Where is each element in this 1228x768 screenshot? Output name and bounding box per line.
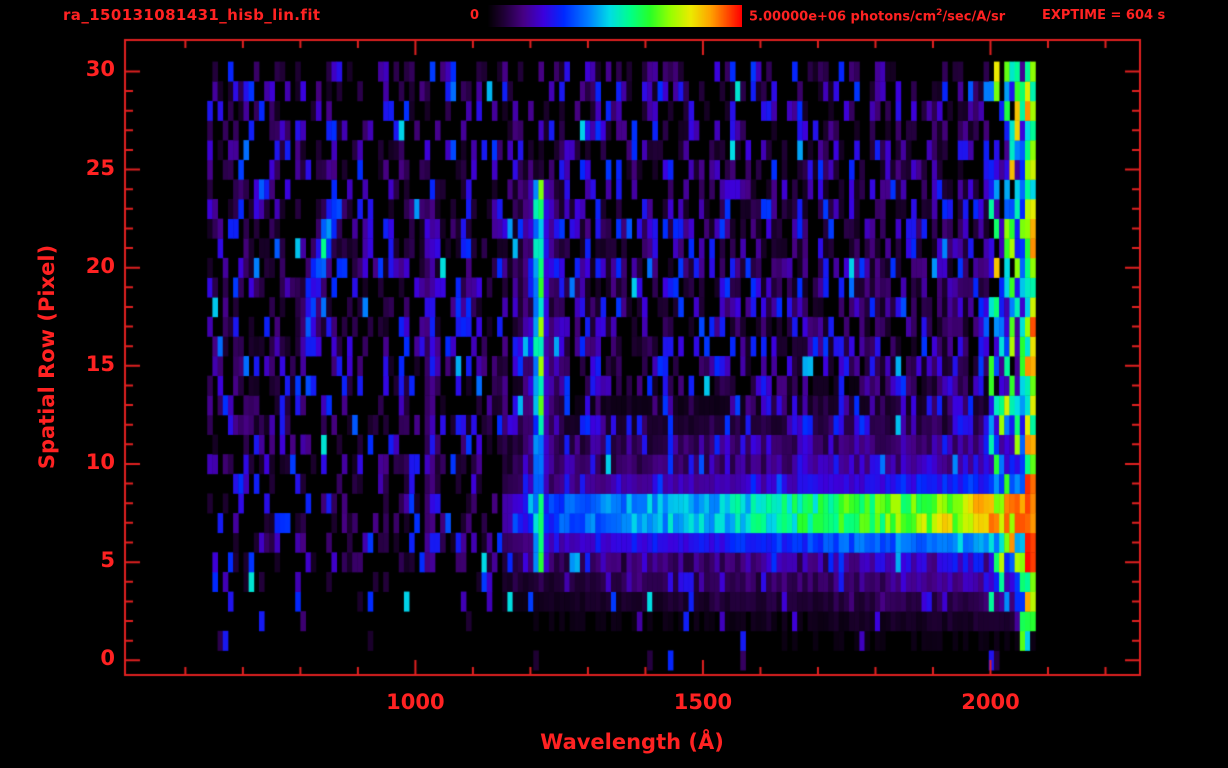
y-tick-label: 30: [85, 57, 115, 82]
y-tick-label: 25: [85, 155, 115, 180]
colorbar-gradient: [487, 5, 742, 27]
x-axis-title: Wavelength (Å): [540, 730, 724, 754]
x-tick-label: 2000: [961, 690, 1020, 714]
colorbar-units-suffix: /sec/A/sr: [942, 9, 1006, 25]
colorbar-max-value: 5.00000e+06 photons/cm: [749, 9, 937, 25]
x-tick-label: 1000: [386, 690, 445, 714]
file-title: ra_150131081431_hisb_lin.fit: [63, 6, 321, 24]
x-tick-label: 1500: [673, 690, 733, 714]
heatmap-canvas: [125, 40, 1140, 675]
colorbar-min-label: 0: [469, 8, 479, 23]
y-tick-label: 10: [85, 449, 115, 474]
colorbar-max-label: 5.00000e+06 photons/cm2/sec/A/sr: [749, 8, 1005, 24]
y-tick-label: 20: [85, 253, 115, 278]
y-tick-label: 15: [85, 351, 115, 376]
y-axis-title: Spatial Row (Pixel): [35, 244, 59, 470]
y-tick-label: 5: [100, 548, 115, 573]
exptime-label: EXPTIME = 604 s: [1042, 8, 1166, 23]
y-tick-label: 0: [100, 646, 115, 671]
